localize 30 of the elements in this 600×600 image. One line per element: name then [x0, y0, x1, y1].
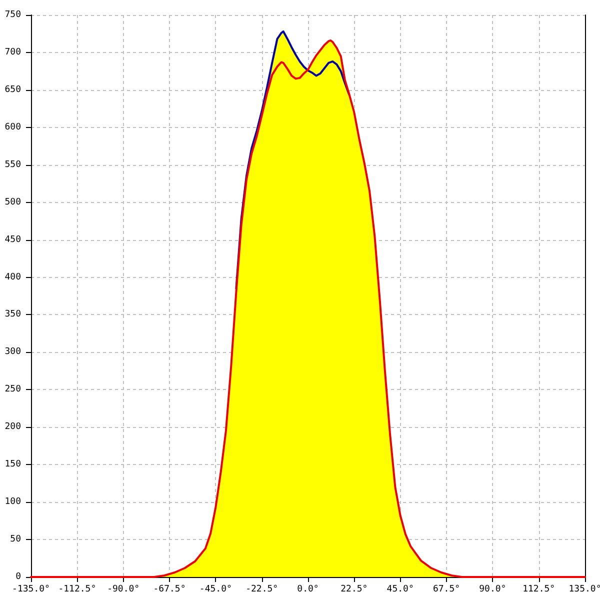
y-tick-label: 650: [4, 84, 21, 95]
y-tick-label: 50: [10, 534, 21, 545]
x-tick-label: 135.0°: [568, 584, 600, 594]
y-tick-label: 750: [4, 10, 21, 20]
x-tick-label: 112.5°: [522, 584, 556, 594]
y-tick-label: 400: [4, 272, 21, 282]
y-tick-label: 700: [4, 47, 21, 58]
x-tick-label: 22.5°: [340, 584, 368, 594]
x-tick-label: -112.5°: [58, 584, 96, 594]
x-tick-label: -22.5°: [246, 584, 278, 594]
y-tick-label: 600: [4, 122, 21, 132]
y-tick-label: 100: [4, 497, 21, 508]
x-tick-label: 45.0°: [386, 584, 414, 594]
y-tick-label: 500: [4, 197, 21, 208]
x-tick-label: -90.0°: [107, 584, 140, 594]
x-tick-label: 0.0°: [297, 584, 319, 594]
y-tick-label: 150: [4, 460, 21, 470]
y-tick-label: 0: [16, 572, 21, 582]
x-tick-label: 90.0°: [479, 584, 506, 594]
x-tick-label: -135.0°: [12, 584, 50, 594]
x-tick-label: -45.0°: [199, 584, 232, 594]
x-tick-label: 67.5°: [432, 584, 460, 594]
y-tick-label: 300: [4, 347, 21, 358]
line-series: [235, 30, 350, 290]
y-tick-label: 350: [4, 310, 21, 320]
y-tick-label: 250: [4, 384, 21, 395]
y-tick-label: 450: [4, 234, 21, 245]
y-tick-label: 550: [4, 160, 21, 170]
y-tick-label: 200: [4, 422, 21, 432]
x-tick-label: -67.5°: [153, 584, 186, 594]
